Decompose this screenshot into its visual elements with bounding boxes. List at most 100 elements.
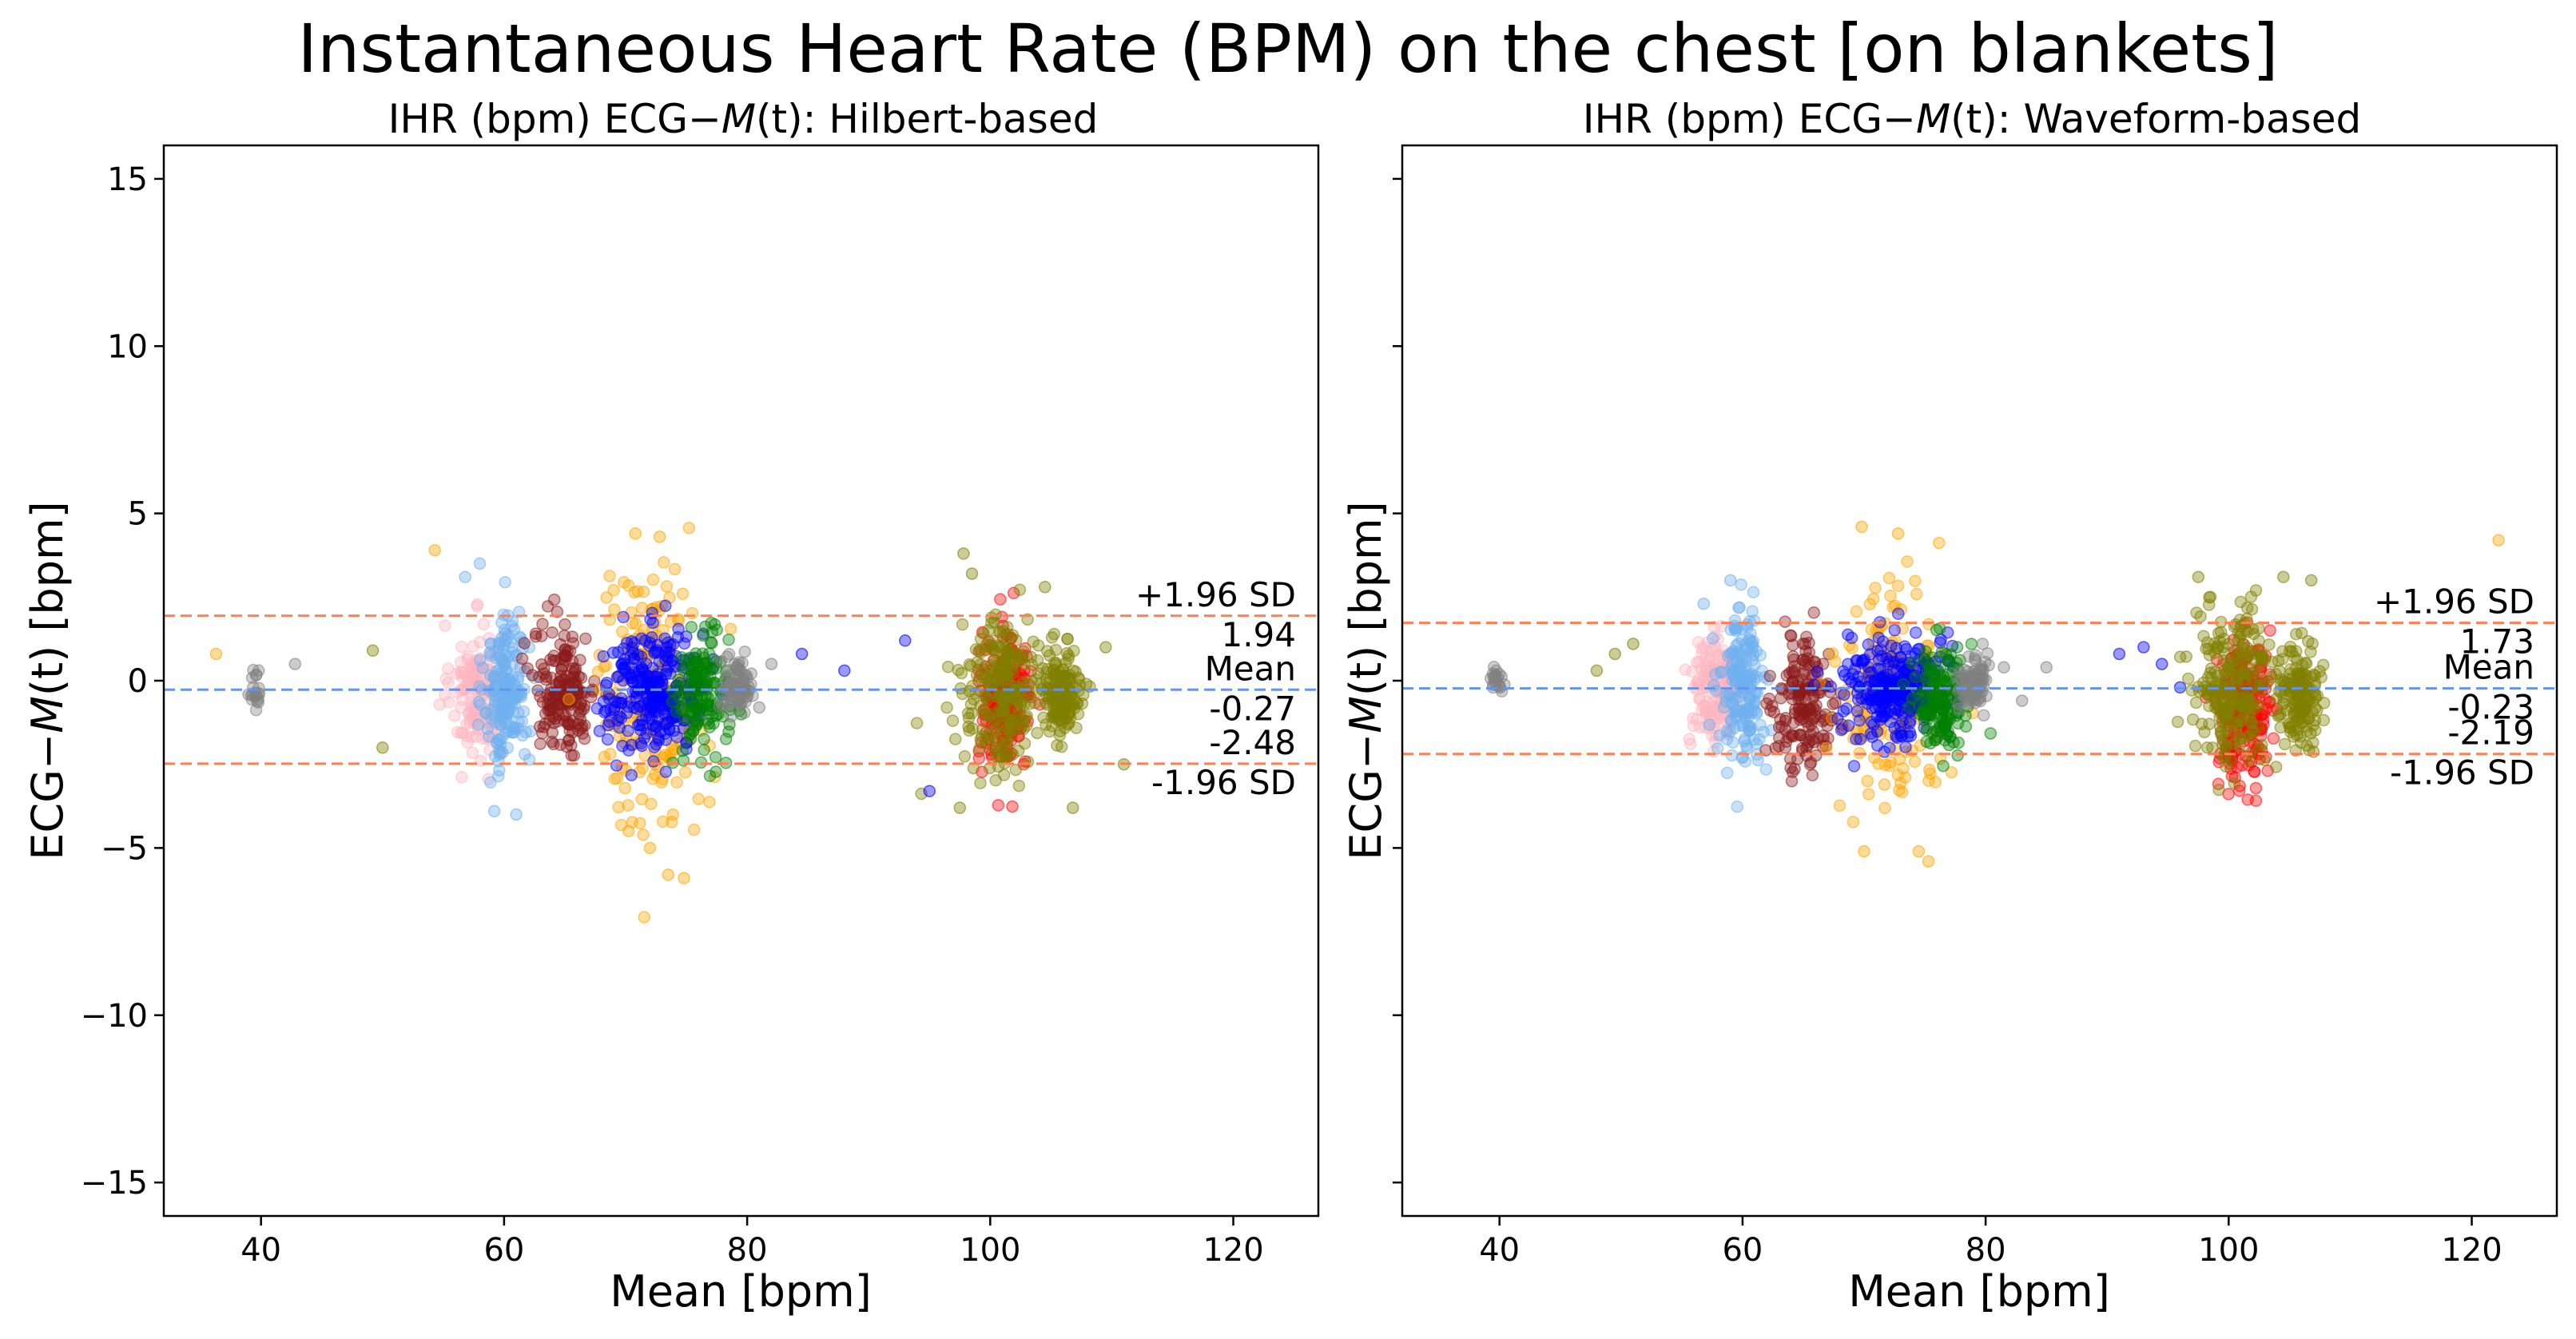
data-point bbox=[1866, 730, 1878, 744]
data-point bbox=[1887, 656, 1901, 669]
data-point bbox=[494, 651, 507, 665]
data-point bbox=[658, 632, 671, 645]
outlier-point bbox=[2304, 574, 2318, 587]
data-point bbox=[2171, 715, 2184, 729]
data-point bbox=[2205, 683, 2218, 697]
data-point bbox=[2194, 610, 2207, 623]
data-point bbox=[1938, 721, 1951, 734]
data-point bbox=[521, 662, 534, 675]
data-point bbox=[622, 799, 634, 812]
data-point bbox=[1930, 696, 1942, 709]
data-point bbox=[1047, 627, 1061, 641]
data-point bbox=[1019, 711, 1032, 724]
data-point bbox=[1786, 765, 1799, 779]
data-point bbox=[484, 776, 497, 789]
data-point bbox=[1922, 774, 1935, 787]
data-point bbox=[1861, 774, 1874, 788]
data-point bbox=[1018, 737, 1032, 750]
data-point bbox=[2212, 783, 2225, 797]
data-point bbox=[1875, 650, 1889, 663]
lower-loa-label: -1.96 SD bbox=[2390, 753, 2534, 793]
outlier-point bbox=[2277, 570, 2290, 583]
data-point bbox=[702, 647, 716, 660]
data-point bbox=[983, 675, 996, 688]
outlier-point bbox=[2015, 694, 2029, 707]
data-point bbox=[1866, 593, 1880, 606]
data-point bbox=[698, 620, 712, 634]
data-point bbox=[2296, 658, 2309, 672]
data-point bbox=[974, 777, 987, 789]
data-point bbox=[1727, 736, 1739, 749]
data-point bbox=[724, 622, 737, 635]
data-point bbox=[471, 718, 485, 731]
data-point bbox=[740, 690, 753, 703]
data-point bbox=[493, 764, 506, 777]
data-point bbox=[640, 727, 653, 741]
data-point bbox=[471, 598, 484, 611]
x-tick-label: 100 bbox=[2198, 1232, 2259, 1269]
data-point bbox=[2276, 645, 2289, 658]
data-point bbox=[1909, 670, 1922, 684]
mean-label: Mean bbox=[2443, 648, 2534, 687]
data-point bbox=[627, 652, 641, 665]
data-point bbox=[1050, 698, 1063, 712]
waveform-x-axis-label: Mean [bpm] bbox=[1848, 1266, 2110, 1317]
data-point bbox=[455, 771, 468, 784]
data-point bbox=[745, 667, 758, 680]
lower-loa-value: -2.48 bbox=[1209, 723, 1296, 762]
data-point bbox=[554, 638, 567, 651]
data-point bbox=[608, 603, 621, 616]
data-point bbox=[1984, 727, 1998, 740]
data-point bbox=[974, 643, 987, 656]
outlier-point bbox=[1858, 844, 1870, 858]
upper-loa-label: +1.96 SD bbox=[2374, 582, 2534, 622]
data-point bbox=[1863, 693, 1877, 706]
data-point bbox=[1060, 646, 1074, 660]
data-point bbox=[989, 721, 1002, 735]
data-point bbox=[1835, 723, 1848, 737]
data-point bbox=[2267, 732, 2280, 745]
outlier-point bbox=[923, 785, 936, 797]
data-point bbox=[244, 689, 258, 701]
data-point bbox=[498, 623, 511, 637]
data-point bbox=[493, 662, 507, 675]
data-point bbox=[2302, 634, 2315, 648]
x-tick-label: 80 bbox=[1966, 1232, 2006, 1269]
data-point bbox=[940, 701, 953, 714]
data-point bbox=[518, 637, 531, 650]
waveform-panel: IHR (bpm) ECG−M(t): Waveform-based 40 60 8… bbox=[1341, 96, 2558, 1317]
data-point bbox=[2245, 717, 2258, 729]
data-point bbox=[1726, 691, 1739, 704]
data-point bbox=[439, 688, 451, 701]
data-point bbox=[559, 618, 571, 631]
data-point bbox=[684, 733, 698, 745]
data-point bbox=[1811, 665, 1824, 678]
data-point bbox=[1912, 697, 1925, 711]
data-point bbox=[1051, 739, 1063, 752]
data-point bbox=[1687, 719, 1700, 733]
data-point bbox=[678, 765, 692, 779]
data-point bbox=[723, 669, 736, 682]
data-point bbox=[1807, 689, 1821, 703]
data-point bbox=[2181, 672, 2195, 685]
data-point bbox=[1862, 788, 1875, 801]
data-point bbox=[659, 599, 672, 613]
data-point bbox=[1489, 670, 1501, 683]
data-point bbox=[2247, 666, 2260, 679]
data-point bbox=[722, 633, 735, 646]
data-point bbox=[1882, 571, 1896, 585]
data-point bbox=[1006, 800, 1019, 813]
data-point bbox=[656, 773, 669, 785]
data-point bbox=[1878, 689, 1892, 702]
data-point bbox=[2292, 703, 2305, 717]
data-point bbox=[672, 622, 685, 635]
data-point bbox=[625, 769, 638, 781]
hilbert-y-axis-label: ECG−M(t) [bpm] bbox=[22, 501, 73, 860]
outlier-point bbox=[1627, 638, 1640, 650]
data-point bbox=[2249, 781, 2263, 795]
data-point bbox=[1711, 741, 1724, 755]
data-point bbox=[1766, 699, 1779, 713]
data-point bbox=[1820, 742, 1833, 755]
data-point bbox=[992, 799, 1005, 812]
